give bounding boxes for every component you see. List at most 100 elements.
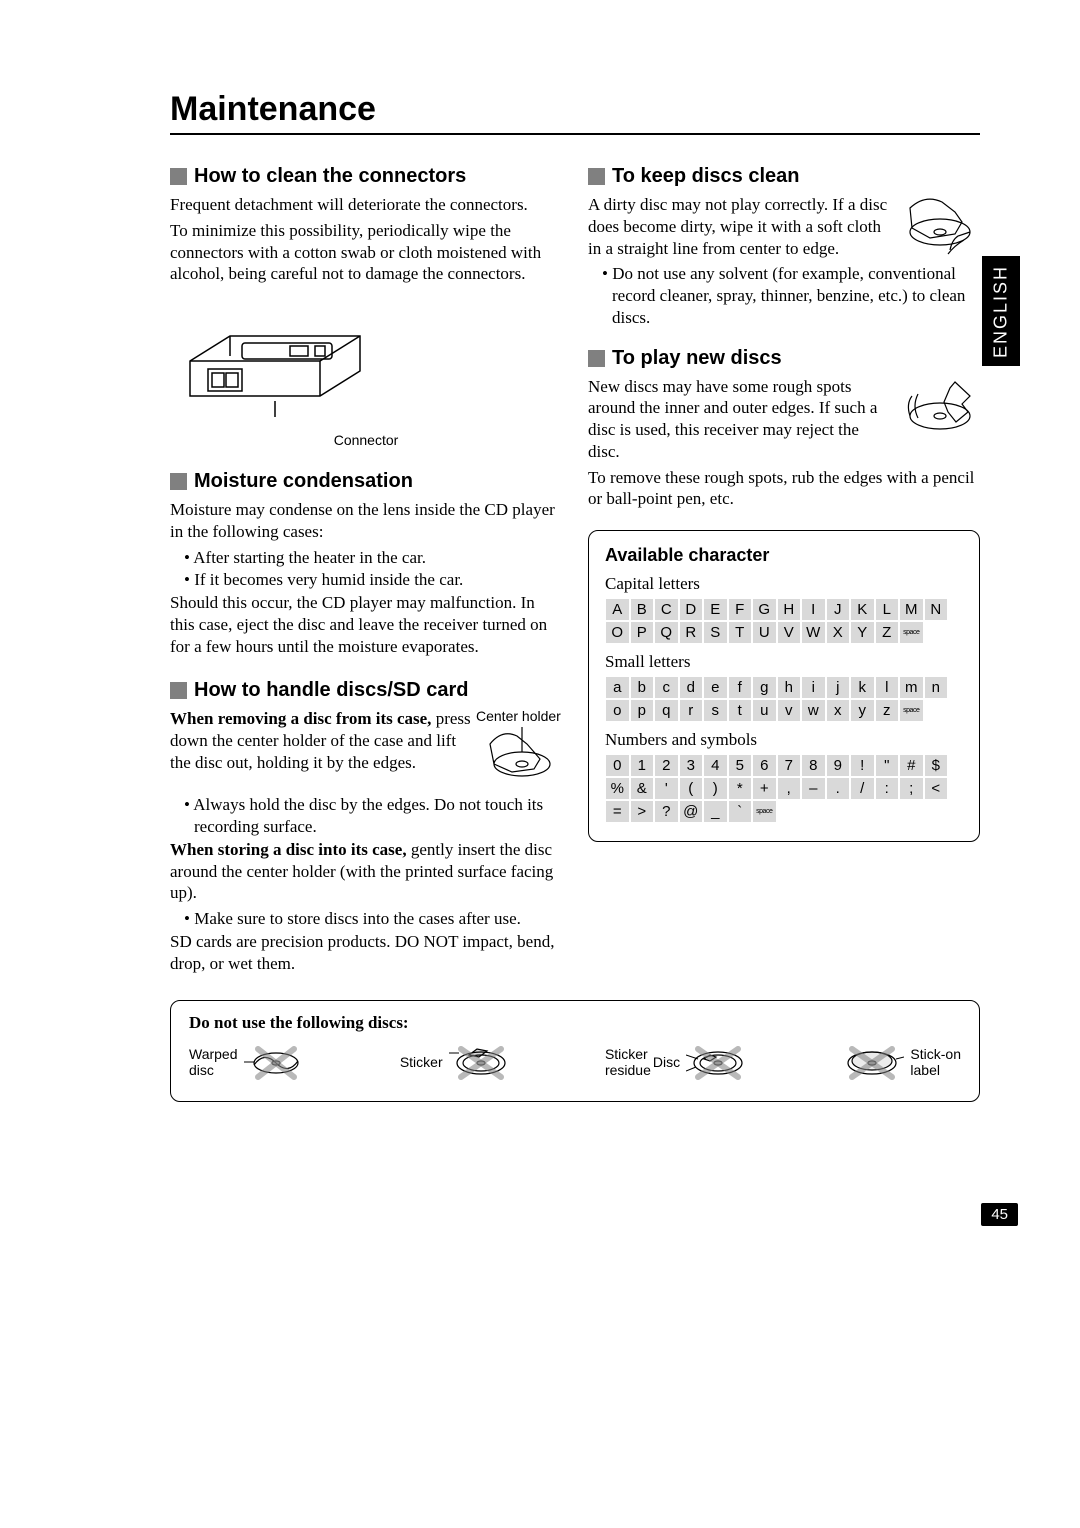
char-cell: : xyxy=(876,778,899,799)
char-cell: U xyxy=(753,622,776,643)
char-cell: > xyxy=(631,801,654,822)
char-cell: Y xyxy=(851,622,874,643)
char-cell: I xyxy=(802,599,825,620)
char-cell: – xyxy=(802,778,825,799)
char-cell: w xyxy=(802,700,825,721)
char-cell: / xyxy=(851,778,874,799)
char-cell: a xyxy=(606,677,629,698)
char-cell: j xyxy=(827,677,850,698)
forbidden-discs-box: Do not use the following discs: Warpeddi… xyxy=(170,1000,980,1102)
char-cell: z xyxy=(876,700,899,721)
list-item: Make sure to store discs into the cases … xyxy=(184,908,562,930)
char-cell: . xyxy=(827,778,850,799)
residue-disc-icon xyxy=(686,1041,748,1083)
char-cell: $ xyxy=(925,755,948,776)
char-cell: ? xyxy=(655,801,678,822)
body-text: SD cards are precision products. DO NOT … xyxy=(170,931,562,975)
page-title: Maintenance xyxy=(170,90,980,135)
char-cell: b xyxy=(631,677,654,698)
left-column: How to clean the connectors Frequent det… xyxy=(170,157,562,978)
char-cell: P xyxy=(631,622,654,643)
char-grid-symbols: 0123456789!"#$%&'()*+,–./:;<=>?@_`space xyxy=(605,754,963,823)
section-heading-connectors: How to clean the connectors xyxy=(170,165,562,188)
char-cell: t xyxy=(729,700,752,721)
char-cell: r xyxy=(680,700,703,721)
char-cell: 8 xyxy=(802,755,825,776)
char-cell: , xyxy=(778,778,801,799)
forbidden-label: Stickerresidue xyxy=(605,1046,651,1078)
forbidden-label: Warpeddisc xyxy=(189,1046,238,1078)
char-cell: i xyxy=(802,677,825,698)
forbidden-title: Do not use the following discs: xyxy=(189,1013,961,1033)
char-cell: K xyxy=(851,599,874,620)
sticker-disc-icon xyxy=(449,1041,511,1083)
char-cell: T xyxy=(729,622,752,643)
char-cell: q xyxy=(655,700,678,721)
char-grid-capital: ABCDEFGHIJKLMNOPQRSTUVWXYZspace xyxy=(605,598,963,644)
square-bullet-icon xyxy=(170,168,187,185)
bold-lead: When removing a disc from its case, xyxy=(170,709,431,728)
body-text: Moisture may condense on the lens inside… xyxy=(170,499,562,543)
char-cell: v xyxy=(778,700,801,721)
char-cell: 6 xyxy=(753,755,776,776)
char-cell: space xyxy=(900,622,923,643)
char-sub-small: Small letters xyxy=(605,652,963,672)
square-bullet-icon xyxy=(588,350,605,367)
char-cell: C xyxy=(655,599,678,620)
wipe-disc-illustration xyxy=(900,190,980,260)
forbidden-label: Sticker xyxy=(400,1054,443,1070)
char-cell: E xyxy=(704,599,727,620)
hand-disc-illustration xyxy=(482,724,562,794)
right-column: To keep discs clean A dirty disc may not… xyxy=(588,157,980,978)
rub-disc-illustration xyxy=(900,374,980,444)
char-cell: * xyxy=(729,778,752,799)
char-cell: < xyxy=(925,778,948,799)
square-bullet-icon xyxy=(588,168,605,185)
char-cell: f xyxy=(729,677,752,698)
char-cell: h xyxy=(778,677,801,698)
char-cell: 1 xyxy=(631,755,654,776)
char-grid-small: abcdefghijklmnopqrstuvwxyzspace xyxy=(605,676,963,722)
forbidden-item-warped: Warpeddisc xyxy=(189,1041,306,1083)
section-heading-handle: How to handle discs/SD card xyxy=(170,679,562,702)
heading-text: Moisture condensation xyxy=(194,470,413,493)
available-character-box: Available character Capital letters ABCD… xyxy=(588,530,980,842)
char-cell: @ xyxy=(680,801,703,822)
heading-text: How to handle discs/SD card xyxy=(194,679,469,702)
warped-disc-icon xyxy=(244,1041,306,1083)
char-cell: A xyxy=(606,599,629,620)
section-heading-play: To play new discs xyxy=(588,347,980,370)
char-cell: _ xyxy=(704,801,727,822)
char-cell: s xyxy=(704,700,727,721)
char-cell: x xyxy=(827,700,850,721)
char-cell: # xyxy=(900,755,923,776)
char-cell: = xyxy=(606,801,629,822)
char-cell: space xyxy=(900,700,923,721)
forbidden-item-sticker: Sticker xyxy=(400,1041,511,1083)
list-item: If it becomes very humid inside the car. xyxy=(184,569,562,591)
char-cell: 0 xyxy=(606,755,629,776)
center-holder-label: Center holder xyxy=(476,708,562,724)
page-number: 45 xyxy=(981,1203,1018,1226)
char-cell: " xyxy=(876,755,899,776)
char-cell: n xyxy=(925,677,948,698)
char-cell: c xyxy=(655,677,678,698)
heading-text: How to clean the connectors xyxy=(194,165,466,188)
body-text: When storing a disc into its case, gentl… xyxy=(170,839,562,904)
body-text: Should this occur, the CD player may mal… xyxy=(170,592,562,657)
char-cell: ) xyxy=(704,778,727,799)
char-cell: M xyxy=(900,599,923,620)
forbidden-item-residue: Stickerresidue Disc xyxy=(605,1041,748,1083)
char-cell: m xyxy=(900,677,923,698)
char-cell: 2 xyxy=(655,755,678,776)
square-bullet-icon xyxy=(170,473,187,490)
char-cell: S xyxy=(704,622,727,643)
char-cell: ` xyxy=(729,801,752,822)
forbidden-item-stickon: Stick-onlabel xyxy=(842,1041,961,1083)
connector-illustration xyxy=(170,301,380,421)
char-cell: H xyxy=(778,599,801,620)
char-cell: y xyxy=(851,700,874,721)
square-bullet-icon xyxy=(170,682,187,699)
char-cell: ! xyxy=(851,755,874,776)
char-cell: F xyxy=(729,599,752,620)
